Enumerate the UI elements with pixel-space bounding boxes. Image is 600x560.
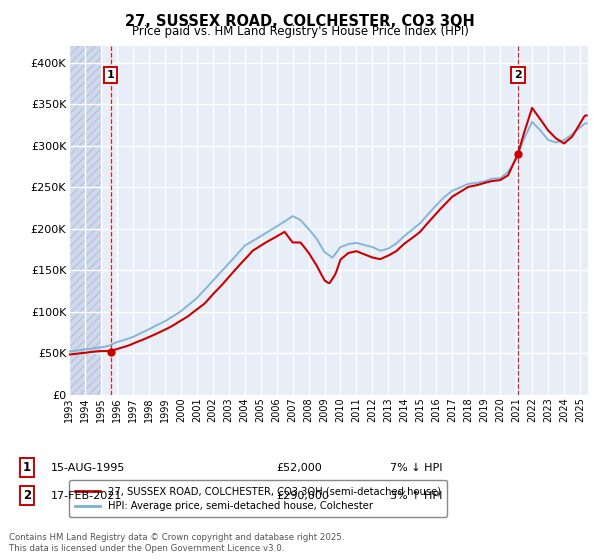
Text: 2: 2 — [23, 489, 31, 502]
Text: 17-FEB-2021: 17-FEB-2021 — [51, 491, 122, 501]
Legend: 27, SUSSEX ROAD, COLCHESTER, CO3 3QH (semi-detached house), HPI: Average price, : 27, SUSSEX ROAD, COLCHESTER, CO3 3QH (se… — [69, 480, 447, 517]
Text: 1: 1 — [107, 70, 115, 80]
Text: 15-AUG-1995: 15-AUG-1995 — [51, 463, 125, 473]
Text: 27, SUSSEX ROAD, COLCHESTER, CO3 3QH: 27, SUSSEX ROAD, COLCHESTER, CO3 3QH — [125, 14, 475, 29]
Text: Contains HM Land Registry data © Crown copyright and database right 2025.
This d: Contains HM Land Registry data © Crown c… — [9, 533, 344, 553]
Text: £52,000: £52,000 — [276, 463, 322, 473]
Text: £290,000: £290,000 — [276, 491, 329, 501]
Text: Price paid vs. HM Land Registry's House Price Index (HPI): Price paid vs. HM Land Registry's House … — [131, 25, 469, 38]
Text: 7% ↓ HPI: 7% ↓ HPI — [390, 463, 443, 473]
Text: 1: 1 — [23, 461, 31, 474]
Text: 3% ↑ HPI: 3% ↑ HPI — [390, 491, 442, 501]
Text: 2: 2 — [514, 70, 522, 80]
